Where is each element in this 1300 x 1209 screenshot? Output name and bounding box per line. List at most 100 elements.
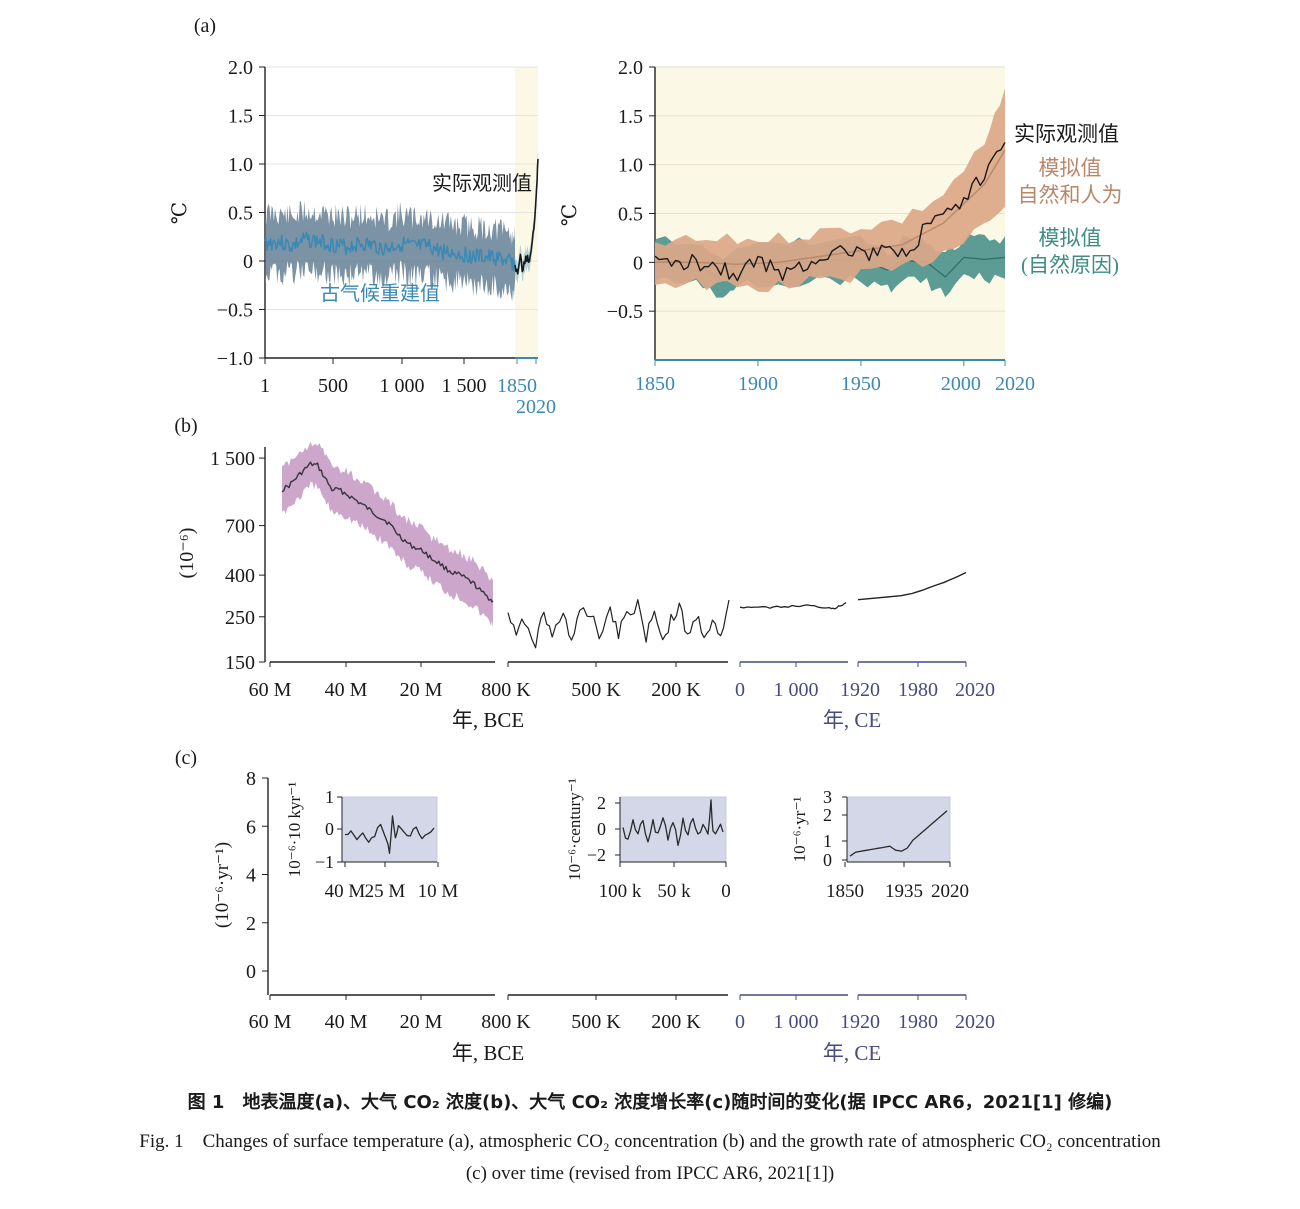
- x-tick-label: 20 M: [400, 679, 443, 701]
- inset-line: [849, 810, 948, 857]
- observed-line: [654, 142, 1006, 282]
- annotation-combined-1: 模拟值: [1039, 156, 1102, 180]
- y-tick-label: 1.5: [228, 106, 253, 128]
- panel-label: (a): [194, 15, 216, 37]
- x-axis-label-ce: 年, CE: [823, 708, 881, 732]
- x-tick-label: 60 M: [249, 1011, 292, 1033]
- y-tick-label: 1: [325, 787, 334, 807]
- y-tick-label: 250: [225, 607, 255, 629]
- x-tick-label: 500 K: [571, 1011, 621, 1033]
- y-axis-label: (10⁻⁶): [176, 528, 198, 579]
- paleo-co2-line: [281, 461, 494, 603]
- x-tick-label: 1850: [826, 881, 864, 902]
- x-tick-label: 1950: [841, 373, 881, 395]
- x-tick-label: 40 M: [325, 881, 366, 902]
- y-tick-label: 0: [633, 252, 643, 274]
- x-tick-label: 2020: [516, 396, 556, 418]
- x-tick-label: 1850: [497, 375, 537, 397]
- panel-label: (c): [175, 747, 197, 769]
- inset-2: 2 0 −2 100 k 50 k 0 10⁻⁶·century⁻¹: [565, 778, 731, 902]
- y-tick-label: 4: [246, 865, 256, 887]
- caption-chinese: 图 1 地表温度(a)、大气 CO₂ 浓度(b)、大气 CO₂ 浓度增长率(c)…: [187, 1092, 1113, 1113]
- inset-y-label: 10⁻⁶·yr⁻¹: [790, 797, 809, 863]
- x-tick-label: 1850: [635, 373, 675, 395]
- observed-band: [515, 148, 538, 284]
- y-tick-label: 0.5: [618, 204, 643, 226]
- figure-canvas: (a)2.01.51.00.50−0.5−1.0℃1 500 1 000 1 500 1…: [169, 15, 1123, 1065]
- y-tick-label: 2: [246, 913, 256, 935]
- y-tick-label: 0.5: [228, 203, 253, 225]
- caption-english: Fig. 1 Changes of surface temperature (a…: [30, 1126, 1270, 1190]
- y-tick-label: 3: [823, 787, 832, 807]
- y-tick-label: −0.5: [607, 301, 643, 323]
- inset-y-label: 10⁻⁶·century⁻¹: [565, 778, 584, 881]
- y-tick-label: 700: [225, 516, 255, 538]
- y-tick-label: 2: [823, 805, 832, 825]
- y-tick-label: 2: [597, 793, 606, 813]
- caption-english-line-2: (c) over time (revised from IPCC AR6, 20…: [465, 1163, 835, 1184]
- panel-a-left: (a) 2.0 1.5 1.0 0.5 0 −0.5 −1.0 ℃ 1 500 1 000 1 500 1…: [169, 15, 556, 418]
- annotation-natural-1: 模拟值: [1039, 226, 1102, 250]
- x-tick-label: 1980: [898, 679, 938, 701]
- paleo-co2-band: [282, 441, 493, 628]
- annotation-observed: 实际观测值: [432, 172, 532, 195]
- y-tick-label: 2.0: [228, 57, 253, 79]
- y-tick-label: 1: [823, 831, 832, 851]
- x-tick-label: 25 M: [365, 881, 406, 902]
- y-tick-label: 0: [823, 850, 832, 870]
- inset-background: [846, 796, 951, 863]
- y-axis-label: (10⁻⁶·yr⁻¹): [212, 842, 233, 928]
- ce-co2-line: [739, 602, 847, 610]
- x-axis-label-ce: 年, CE: [823, 1041, 881, 1065]
- panel-label: (b): [174, 415, 197, 437]
- x-axis-label-bce: 年, BCE: [452, 708, 524, 732]
- x-tick-label: 1920: [840, 679, 880, 701]
- x-tick-label: 1920: [840, 1011, 880, 1033]
- y-tick-label: 0: [325, 819, 334, 839]
- annotation-combined-2: 自然和人为: [1018, 183, 1123, 207]
- inset-line: [345, 815, 435, 854]
- inset-3: 32 10 1850 1935 2020 10⁻⁶·yr⁻¹: [790, 787, 969, 902]
- x-tick-label: 200 K: [651, 679, 701, 701]
- y-tick-label: 6: [246, 816, 256, 838]
- x-tick-label: 2020: [995, 373, 1035, 395]
- y-tick-label: 0: [243, 251, 253, 273]
- x-tick-label: 0: [735, 1011, 745, 1033]
- y-axis-label: ℃: [169, 202, 191, 224]
- x-tick-label: 2020: [931, 881, 969, 902]
- x-tick-label: 1: [260, 375, 270, 397]
- x-tick-label: 1980: [898, 1011, 938, 1033]
- ice-core-co2-line: [507, 599, 730, 649]
- x-axis-label-bce: 年, BCE: [452, 1041, 524, 1065]
- panel-c: (c) 8 6 4 2 0 (10⁻⁶·yr⁻¹) 60 M 40 M 20 M 800 K 500 …: [175, 747, 995, 1065]
- observed-line: [514, 158, 539, 275]
- y-tick-label: −1.0: [217, 348, 253, 370]
- y-tick-label: −2: [587, 845, 606, 865]
- y-tick-label: 150: [225, 652, 255, 674]
- x-tick-label: 50 k: [657, 881, 691, 902]
- inset-line: [622, 799, 724, 847]
- x-tick-label: 10 M: [418, 881, 459, 902]
- y-tick-label: 400: [225, 565, 255, 587]
- y-tick-label: −0.5: [217, 300, 253, 322]
- panel-b: (b) 1 500 700 400 250 150 (10⁻⁶) 60 M 40 M 20 M 80…: [174, 415, 995, 732]
- inset-y-label: 10⁻⁶·10 kyr⁻¹: [285, 782, 304, 878]
- x-tick-label: 1 000: [380, 375, 425, 397]
- y-tick-label: 8: [246, 768, 256, 790]
- y-axis-label: ℃: [559, 204, 581, 226]
- annotation-natural-2: (自然原因): [1021, 253, 1119, 277]
- x-tick-label: 800 K: [481, 679, 531, 701]
- y-tick-label: 1.0: [618, 155, 643, 177]
- x-tick-label: 200 K: [651, 1011, 701, 1033]
- modern-co2-line: [857, 571, 967, 601]
- x-tick-label: 1 000: [774, 679, 819, 701]
- x-tick-label: 2000: [941, 373, 981, 395]
- y-tick-label: −1: [315, 852, 334, 872]
- y-tick-label: 0: [246, 961, 256, 983]
- x-tick-label: 60 M: [249, 679, 292, 701]
- x-tick-label: 1935: [885, 881, 923, 902]
- x-tick-label: 1 500: [442, 375, 487, 397]
- y-tick-label: 2.0: [618, 57, 643, 79]
- y-tick-label: 1 500: [210, 448, 255, 470]
- x-tick-label: 100 k: [599, 881, 642, 902]
